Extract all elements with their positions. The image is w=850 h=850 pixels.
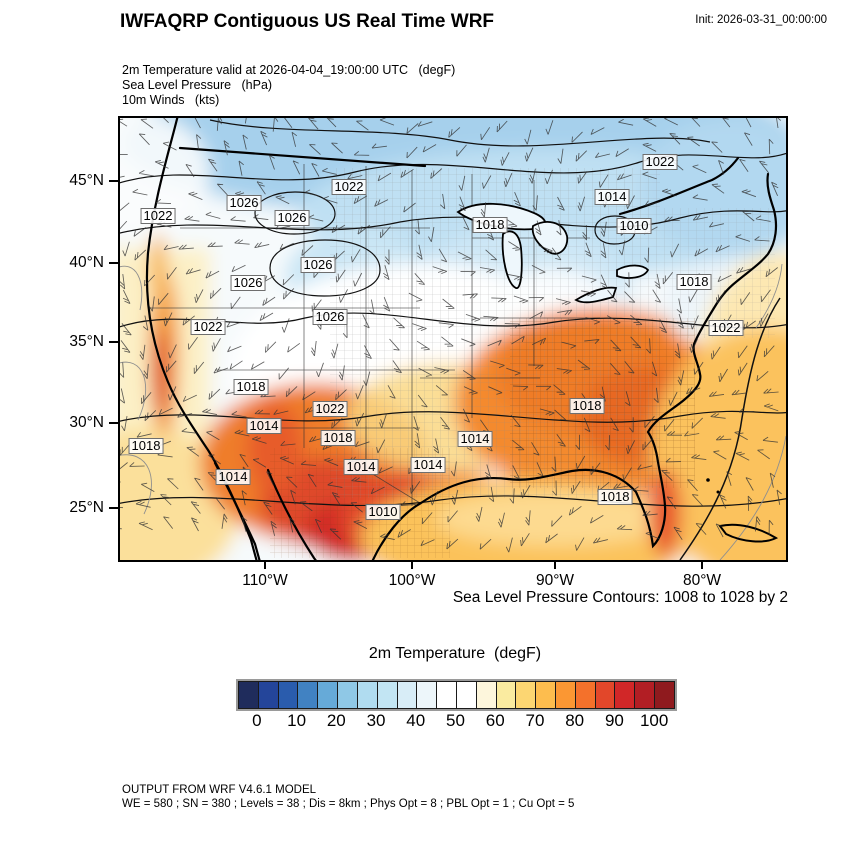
pressure-contour-label: 1022 (190, 319, 226, 335)
field-line-pressure: Sea Level Pressure (hPa) (122, 78, 273, 92)
pressure-contour-label: 1022 (140, 208, 176, 224)
lat-tick-label: 45°N (69, 172, 104, 189)
colorbar-cell (556, 682, 576, 708)
colorbar-cell (476, 682, 497, 708)
pressure-contour-label: 1010 (616, 218, 652, 234)
model-info: OUTPUT FROM WRF V4.6.1 MODEL WE = 580 ; … (122, 784, 574, 811)
field-line-winds: 10m Winds (kts) (122, 93, 220, 107)
colorbar-cell (536, 682, 556, 708)
colorbar-cell (258, 682, 279, 708)
colorbar-cell (278, 682, 299, 708)
pressure-contour-label: 1026 (274, 210, 310, 226)
colorbar-tick-label: 40 (406, 711, 426, 730)
weather-map: 1022 1026 1026 1022 1026 1026 1022 1026 1022 1014… (118, 116, 788, 562)
lon-tick-label: 80°W (682, 572, 722, 589)
colorbar-cell (516, 682, 537, 708)
lakes-layer (456, 202, 650, 304)
lat-tick (109, 180, 118, 182)
lon-tick (264, 560, 266, 569)
lon-tick (554, 560, 556, 569)
colorbar-tick-label: 100 (639, 711, 669, 730)
map-graphic (120, 118, 786, 560)
pressure-contour-label: 1022 (312, 401, 348, 417)
colorbar-cell (298, 682, 319, 708)
colorbar-tick-label: 20 (326, 711, 346, 730)
lon-tick (701, 560, 703, 569)
pressure-contour-label: 1014 (410, 457, 446, 473)
colorbar-cell (655, 682, 674, 708)
colorbar (236, 679, 677, 711)
lat-tick (109, 262, 118, 264)
pressure-contour-label: 1018 (472, 217, 508, 233)
pressure-contour-label: 1014 (343, 459, 379, 475)
colorbar-cell (338, 682, 358, 708)
pressure-contour-label: 1014 (215, 469, 251, 485)
colorbar-cell (595, 682, 616, 708)
pressure-contour-label: 1018 (569, 398, 605, 414)
lon-tick-label: 110°W (242, 572, 288, 589)
pressure-contour-label: 1018 (597, 489, 633, 505)
colorbar-cell (575, 682, 596, 708)
pressure-contour-label: 1018 (320, 430, 356, 446)
colorbar-tick-label: 60 (485, 711, 505, 730)
pressure-contours-caption: Sea Level Pressure Contours: 1008 to 102… (452, 589, 788, 606)
colorbar-tick-label: 0 (252, 711, 262, 730)
colorbar-cell (615, 682, 636, 708)
pressure-contour-label: 1022 (642, 154, 678, 170)
colorbar-cells (238, 681, 675, 709)
colorbar-tick-label: 70 (525, 711, 545, 730)
colorbar-cell (456, 682, 477, 708)
colorbar-cell (377, 682, 398, 708)
colorbar-cell (417, 682, 438, 708)
plot-title: IWFAQRP Contiguous US Real Time WRF (120, 11, 495, 32)
pressure-contour-label: 1026 (226, 195, 262, 211)
colorbar-cell (437, 682, 457, 708)
model-version-line: OUTPUT FROM WRF V4.6.1 MODEL (122, 784, 317, 796)
colorbar-cell (397, 682, 418, 708)
colorbar-cell (239, 682, 259, 708)
colorbar-tick-label: 10 (287, 711, 307, 730)
colorbar-cell (496, 682, 517, 708)
lat-tick-label: 30°N (69, 414, 104, 431)
colorbar-tick-label: 80 (565, 711, 585, 730)
lat-tick (109, 341, 118, 343)
pressure-contour-label: 1018 (128, 438, 164, 454)
lon-tick-label: 100°W (388, 572, 436, 589)
pressure-contour-label: 1026 (230, 275, 266, 291)
field-line-temperature: 2m Temperature valid at 2026-04-04_19:00… (122, 63, 456, 77)
model-config-line: WE = 580 ; SN = 380 ; Levels = 38 ; Dis … (122, 797, 575, 810)
pressure-contour-label: 1014 (594, 189, 630, 205)
lat-tick-label: 35°N (69, 333, 104, 350)
lat-tick (109, 507, 118, 509)
pressure-contour-label: 1018 (676, 274, 712, 290)
pressure-contour-label: 1022 (331, 179, 367, 195)
pressure-contour-label: 1018 (233, 379, 269, 395)
pressure-contour-label: 1014 (246, 418, 282, 434)
pressure-contour-label: 1026 (300, 257, 336, 273)
init-timestamp: Init: 2026-03-31_00:00:00 (695, 14, 827, 26)
colorbar-tick-label: 90 (604, 711, 624, 730)
colorbar-tick-label: 30 (366, 711, 386, 730)
pressure-contour-label: 1010 (365, 504, 401, 520)
lon-tick (411, 560, 413, 569)
pressure-contour-label: 1022 (708, 320, 744, 336)
lat-tick-label: 40°N (69, 254, 104, 271)
lon-tick-label: 90°W (535, 572, 575, 589)
colorbar-cell (357, 682, 378, 708)
colorbar-title: 2m Temperature (degF) (368, 645, 542, 662)
colorbar-cell (318, 682, 339, 708)
state-borders-layer (148, 164, 600, 506)
lat-tick-label: 25°N (69, 499, 104, 516)
lat-tick (109, 422, 118, 424)
colorbar-tick-label: 50 (446, 711, 465, 730)
field-legend: 2m Temperature valid at 2026-04-04_19:00… (122, 63, 455, 108)
pressure-contour-label: 1014 (457, 431, 493, 447)
pressure-contour-label: 1026 (312, 309, 348, 325)
colorbar-cell (635, 682, 656, 708)
